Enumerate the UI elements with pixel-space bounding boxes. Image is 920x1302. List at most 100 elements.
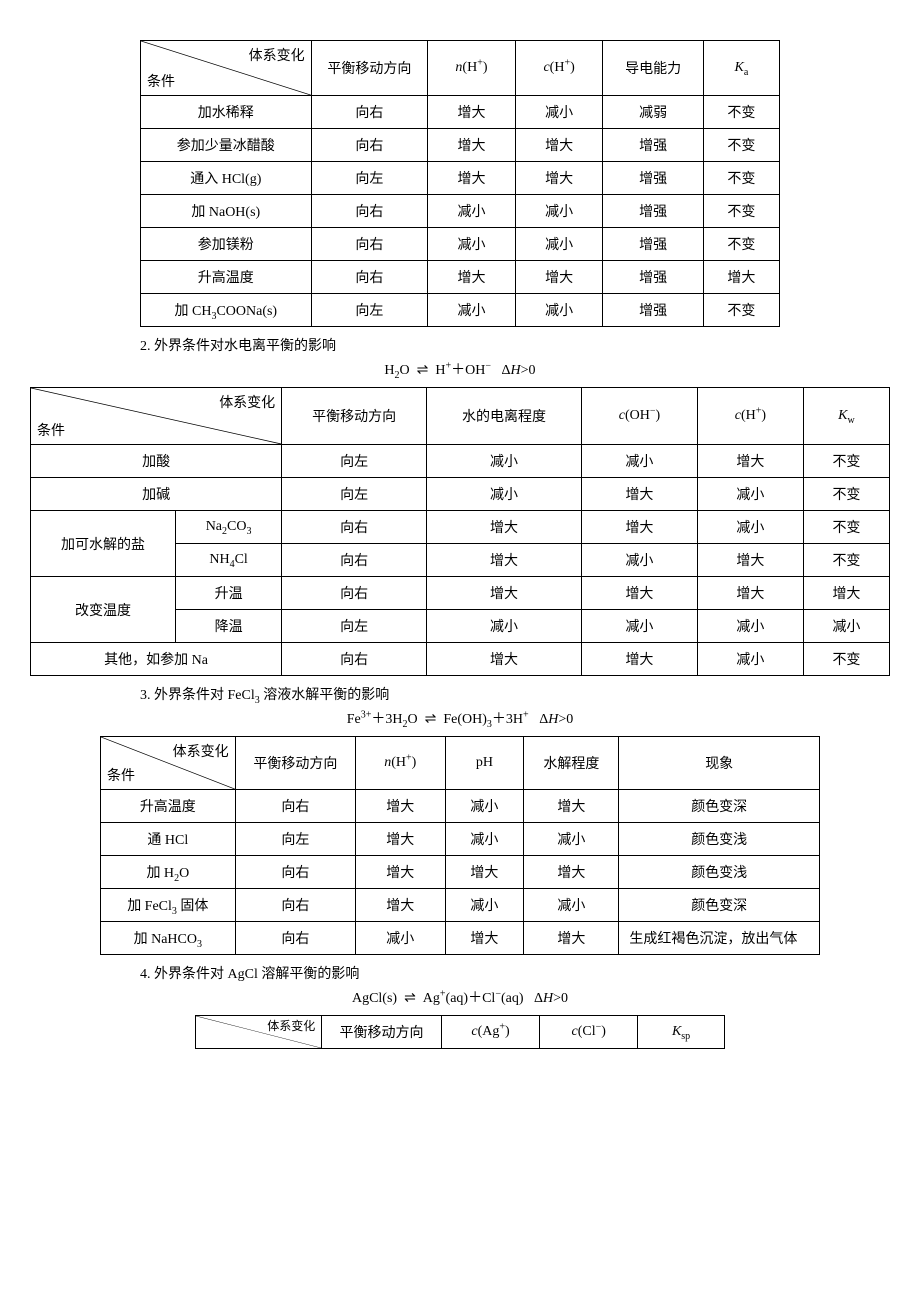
diag-bottom: 条件 [147, 71, 175, 91]
cell: 增大 [581, 643, 697, 676]
cell: 增大 [581, 577, 697, 610]
cell: 增大 [356, 823, 446, 856]
cell: 增大 [697, 544, 803, 577]
cell: 增大 [428, 261, 516, 294]
table-row: 加 FeCl3 固体 向右 增大 减小 减小 颜色变深 [101, 889, 820, 922]
cell: 增强 [603, 228, 703, 261]
diagonal-header: 体系变化 条件 [31, 388, 282, 445]
col-header: Ka [703, 41, 779, 96]
cell: 减小 [524, 823, 619, 856]
cell: 减小 [428, 195, 516, 228]
table-row: 体系变化 条件 平衡移动方向 水的电离程度 c(OH−) c(H+) Kw [31, 388, 890, 445]
cell: 向右 [282, 643, 427, 676]
row-sublabel: NH4Cl [175, 544, 281, 577]
cell: 向左 [282, 478, 427, 511]
cell: 向右 [311, 129, 428, 162]
cell: 减小 [515, 228, 603, 261]
diag-top: 体系变化 [219, 392, 275, 412]
table-row: 加 CH3COONa(s) 向左 减小 减小 增强 不变 [141, 294, 780, 327]
table-row: 升高温度 向右 增大 增大 增强 增大 [141, 261, 780, 294]
cell: 减小 [445, 790, 524, 823]
section-2-equation: H2O ⇌ H+＋OH− ΔH>0 [20, 359, 900, 379]
cell: 颜色变深 [619, 790, 820, 823]
row-label: 通入 HCl(g) [141, 162, 312, 195]
section-4-title: 4. 外界条件对 AgCl 溶解平衡的影响 [140, 963, 900, 983]
section-3-equation: Fe3+＋3H2O ⇌ Fe(OH)3＋3H+ ΔH>0 [20, 708, 900, 728]
cell: 颜色变浅 [619, 856, 820, 889]
cell: 颜色变浅 [619, 823, 820, 856]
cell: 减小 [697, 478, 803, 511]
cell: 增强 [603, 129, 703, 162]
table-row: 加酸 向左 减小 减小 增大 不变 [31, 445, 890, 478]
cell: 增大 [515, 129, 603, 162]
table-row: 改变温度 升温 向右 增大 增大 增大 增大 [31, 577, 890, 610]
cell: 减小 [356, 922, 446, 955]
row-label: 加 FeCl3 固体 [101, 889, 236, 922]
cell: 增强 [603, 162, 703, 195]
row-label: 通 HCl [101, 823, 236, 856]
cell: 向左 [311, 294, 428, 327]
cell: 颜色变深 [619, 889, 820, 922]
row-sublabel: 升温 [175, 577, 281, 610]
col-header: c(H+) [697, 388, 803, 445]
table-row: 参加少量冰醋酸 向右 增大 增大 增强 不变 [141, 129, 780, 162]
row-sublabel: Na2CO3 [175, 511, 281, 544]
cell: 不变 [803, 478, 889, 511]
col-header: 平衡移动方向 [311, 41, 428, 96]
cell: 增大 [356, 856, 446, 889]
cell: 减小 [427, 445, 582, 478]
col-header: n(H+) [356, 737, 446, 790]
col-header: c(OH−) [581, 388, 697, 445]
cell: 向右 [311, 96, 428, 129]
cell: 减小 [427, 478, 582, 511]
row-label: 加 H2O [101, 856, 236, 889]
cell: 不变 [703, 96, 779, 129]
cell: 增强 [603, 294, 703, 327]
cell: 向右 [311, 195, 428, 228]
table-row: 其他，如参加 Na 向右 增大 增大 减小 不变 [31, 643, 890, 676]
col-header: c(Cl−) [540, 1016, 638, 1049]
table-row: 加水稀释 向右 增大 减小 减弱 不变 [141, 96, 780, 129]
cell: 减小 [515, 294, 603, 327]
cell: 减小 [581, 544, 697, 577]
cell: 不变 [703, 162, 779, 195]
row-label: 参加镁粉 [141, 228, 312, 261]
col-header: pH [445, 737, 524, 790]
cell: 增强 [603, 261, 703, 294]
col-header: c(Ag+) [441, 1016, 539, 1049]
cell: 增大 [445, 856, 524, 889]
cell: 增大 [524, 856, 619, 889]
cell: 增大 [427, 643, 582, 676]
diag-bottom: 条件 [37, 420, 65, 440]
diagonal-header: 体系变化 条件 [141, 41, 312, 96]
cell: 增大 [524, 922, 619, 955]
cell: 增强 [603, 195, 703, 228]
cell: 不变 [703, 294, 779, 327]
col-header: 导电能力 [603, 41, 703, 96]
cell: 不变 [703, 195, 779, 228]
row-label: 升高温度 [141, 261, 312, 294]
table-1: 体系变化 条件 平衡移动方向 n(H+) c(H+) 导电能力 Ka 加水稀释 … [140, 40, 780, 327]
cell: 不变 [703, 228, 779, 261]
table-row: 升高温度 向右 增大 减小 增大 颜色变深 [101, 790, 820, 823]
col-header: 平衡移动方向 [235, 737, 355, 790]
row-label: 升高温度 [101, 790, 236, 823]
diagonal-header: 体系变化 [196, 1016, 322, 1049]
cell: 增大 [703, 261, 779, 294]
cell: 向右 [282, 511, 427, 544]
cell: 生成红褐色沉淀，放出气体 [619, 922, 820, 955]
cell: 减小 [697, 511, 803, 544]
table-row: 加 H2O 向右 增大 增大 增大 颜色变浅 [101, 856, 820, 889]
cell: 减小 [428, 228, 516, 261]
table-row: 通 HCl 向左 增大 减小 减小 颜色变浅 [101, 823, 820, 856]
cell: 增大 [427, 544, 582, 577]
cell: 增大 [524, 790, 619, 823]
table-3: 体系变化 条件 平衡移动方向 n(H+) pH 水解程度 现象 升高温度 向右 … [100, 736, 820, 955]
row-label: 加 NaHCO3 [101, 922, 236, 955]
row-label: 其他，如参加 Na [31, 643, 282, 676]
cell: 增大 [427, 577, 582, 610]
table-row: 通入 HCl(g) 向左 增大 增大 增强 不变 [141, 162, 780, 195]
cell: 增大 [428, 162, 516, 195]
col-header: 现象 [619, 737, 820, 790]
cell: 向右 [235, 922, 355, 955]
